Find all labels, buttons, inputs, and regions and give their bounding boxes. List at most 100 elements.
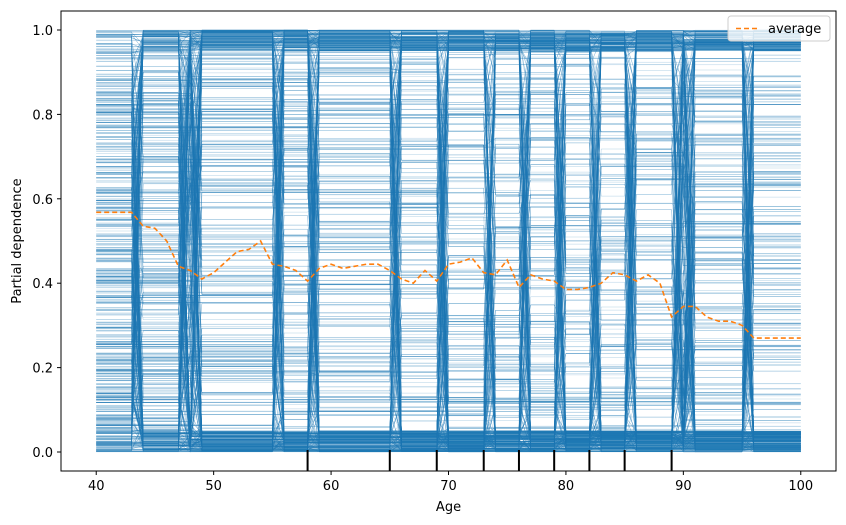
- ice-line: [96, 47, 801, 445]
- ice-line: [96, 31, 801, 442]
- ice-line: [96, 36, 801, 452]
- ice-line: [96, 31, 801, 449]
- ice-line: [96, 31, 801, 437]
- ice-line: [96, 32, 801, 450]
- ice-line: [96, 29, 801, 452]
- ice-line: [96, 40, 801, 434]
- ice-line: [96, 30, 801, 452]
- ice-line: [96, 32, 801, 451]
- ice-line: [96, 207, 801, 444]
- ice-line: [96, 37, 801, 443]
- ice-line: [96, 35, 801, 450]
- ice-line: [96, 101, 801, 449]
- ice-line: [96, 39, 801, 448]
- ice-line: [96, 32, 801, 440]
- ice-line: [96, 34, 801, 447]
- ice-line: [96, 39, 801, 448]
- y-axis-label: Partial dependence: [10, 178, 25, 303]
- ice-line: [96, 37, 801, 452]
- ice-line: [96, 126, 801, 448]
- ice-line: [96, 30, 801, 451]
- ice-line: [96, 45, 801, 448]
- ice-line: [96, 38, 801, 436]
- ice-line: [96, 30, 801, 434]
- ice-line: [96, 35, 801, 449]
- ice-line: [96, 34, 801, 452]
- ice-line: [96, 30, 801, 451]
- ice-line: [96, 45, 801, 450]
- ice-line: [96, 46, 801, 450]
- ice-line: [96, 33, 801, 447]
- ice-line: [96, 45, 801, 437]
- ice-line: [96, 29, 801, 452]
- ice-line: [96, 143, 801, 441]
- ice-line: [96, 35, 801, 451]
- ice-line: [96, 104, 801, 452]
- ice-line: [96, 31, 801, 442]
- ice-line: [96, 42, 801, 436]
- ice-line: [96, 32, 801, 446]
- ice-line: [96, 31, 801, 449]
- ice-line: [96, 49, 801, 449]
- ice-line: [96, 32, 801, 447]
- ice-line: [96, 34, 801, 452]
- ice-line: [96, 38, 801, 440]
- ice-line: [96, 35, 801, 433]
- ice-line: [96, 46, 801, 442]
- ice-line: [96, 41, 801, 451]
- ice-line: [96, 113, 801, 448]
- ice-line: [96, 82, 801, 438]
- y-tick-label: 0.2: [32, 362, 53, 377]
- ice-line: [96, 33, 801, 445]
- ice-line: [96, 44, 801, 447]
- ice-line: [96, 31, 801, 451]
- ice-line: [96, 30, 801, 448]
- ice-line: [96, 31, 801, 445]
- ice-line: [96, 40, 801, 443]
- ice-line: [96, 29, 801, 450]
- ice-line: [96, 41, 801, 451]
- ice-line: [96, 54, 801, 450]
- ice-line: [96, 50, 801, 452]
- ice-line: [96, 30, 801, 446]
- ice-line: [96, 30, 801, 448]
- ice-line: [96, 40, 801, 440]
- ice-line: [96, 49, 801, 448]
- ice-line: [96, 330, 801, 444]
- ice-line: [96, 36, 801, 442]
- ice-line: [96, 45, 801, 450]
- ice-line: [96, 40, 801, 434]
- legend-box: [727, 15, 831, 42]
- ice-line: [96, 36, 801, 452]
- ice-line: [96, 38, 801, 452]
- ice-line: [96, 82, 801, 439]
- ice-line: [96, 47, 801, 452]
- ice-line: [96, 40, 801, 439]
- ice-line: [96, 104, 801, 452]
- ice-line: [96, 50, 801, 440]
- ice-line: [96, 179, 801, 451]
- ice-line: [96, 42, 801, 452]
- ice-line: [96, 46, 801, 446]
- ice-line: [96, 37, 801, 433]
- ice-line: [96, 30, 801, 451]
- ice-line: [96, 40, 801, 447]
- ice-line: [96, 86, 801, 449]
- ice-line: [96, 37, 801, 431]
- ice-line: [96, 35, 801, 452]
- ice-line: [96, 72, 801, 321]
- ice-line: [96, 80, 801, 450]
- ice-line: [96, 31, 801, 449]
- ice-line: [96, 222, 801, 444]
- ice-line: [96, 31, 801, 418]
- ice-line: [96, 44, 801, 445]
- ice-line: [96, 30, 801, 433]
- ice-line: [96, 36, 801, 449]
- ice-line: [96, 32, 801, 436]
- ice-line: [96, 41, 801, 434]
- ice-line: [96, 30, 801, 441]
- ice-line: [96, 211, 801, 445]
- ice-line: [96, 34, 801, 450]
- ice-line: [96, 38, 801, 449]
- ice-line: [96, 31, 801, 404]
